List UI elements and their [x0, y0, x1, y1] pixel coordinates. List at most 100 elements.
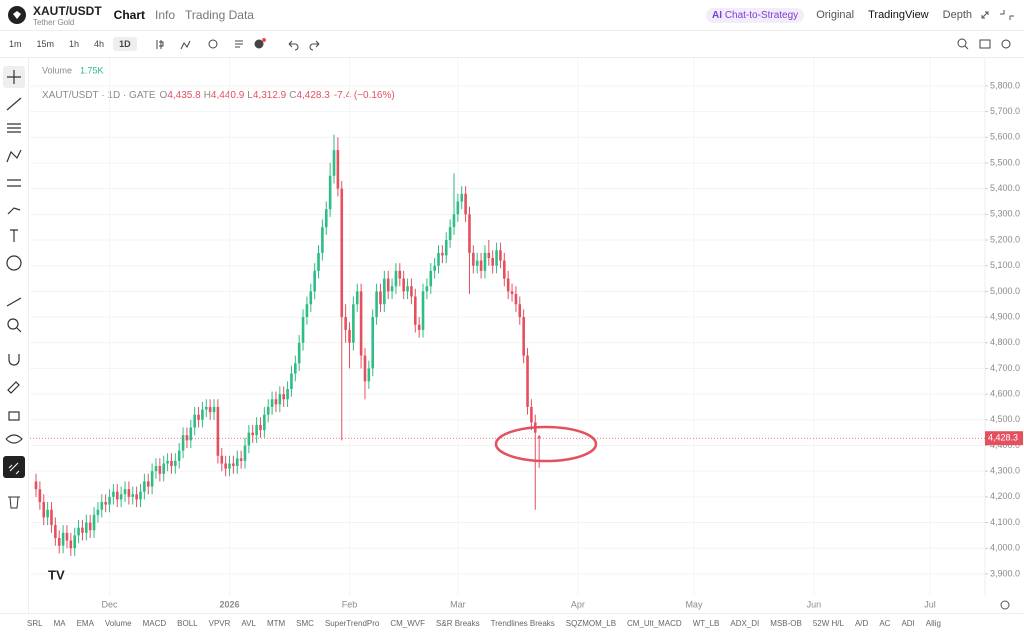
candle-body	[143, 481, 146, 492]
view-option[interactable]: TradingView	[868, 9, 929, 21]
indicator[interactable]: CM_WVF	[390, 618, 426, 628]
candle-body	[162, 463, 166, 474]
indicator[interactable]: CM_Ult_MACD	[627, 618, 682, 628]
candle-body	[131, 494, 135, 497]
chat-button[interactable]: AI Chat-to-Strategy	[706, 7, 805, 23]
candles	[30, 58, 985, 596]
view-switch: Original TradingView Depth	[816, 9, 972, 21]
y-tick-label: 5,200.0	[990, 234, 1020, 244]
indicator[interactable]: MA	[53, 618, 66, 628]
legend-h-value: 4,440.9	[211, 90, 245, 101]
candle-body	[154, 466, 158, 472]
candle-body	[290, 373, 293, 389]
candle-body	[313, 270, 316, 292]
indicator[interactable]: WT_LB	[692, 618, 720, 628]
indicator[interactable]: Trendlines Breaks	[490, 618, 555, 628]
y-tick-label: 4,600.0	[990, 388, 1020, 398]
indicator[interactable]: Allig	[925, 618, 941, 628]
tabs: Chart Info Trading Data	[114, 8, 264, 22]
indicator[interactable]: EMA	[76, 618, 94, 628]
tab[interactable]: Chart	[113, 8, 146, 22]
y-tick-label: 4,100.0	[990, 517, 1020, 527]
ai-badge: AI	[712, 9, 723, 21]
volume-label: Volume	[42, 65, 72, 75]
candle-body	[42, 501, 46, 518]
y-tick-label: 5,400.0	[990, 183, 1020, 193]
candle-body	[328, 175, 332, 210]
candle-body	[139, 491, 142, 500]
interval[interactable]: 1m	[9, 39, 22, 49]
symbol-name: Tether Gold	[33, 17, 75, 27]
candle-body	[255, 424, 258, 436]
indicator[interactable]: MACD	[142, 618, 167, 628]
candle-body	[433, 265, 436, 271]
indicator[interactable]: A/D	[854, 618, 869, 628]
indicator[interactable]: ADX_DI	[730, 618, 760, 628]
candle-body	[61, 532, 65, 546]
candle-body	[468, 214, 471, 253]
settings-icon[interactable]	[1000, 600, 1010, 610]
candle-body	[263, 414, 266, 431]
window-icons	[981, 10, 1014, 20]
y-tick-label: 4,300.0	[990, 466, 1020, 476]
candle-body	[100, 501, 104, 510]
candle-body	[514, 293, 518, 305]
indicator[interactable]: AVL	[241, 618, 256, 628]
logo	[8, 6, 26, 24]
interval[interactable]: 1D	[113, 37, 137, 51]
candle-body	[503, 260, 506, 279]
y-tick-label: 3,900.0	[990, 568, 1020, 578]
candle-body	[390, 286, 394, 292]
tab[interactable]: Info	[155, 8, 176, 22]
candle-body	[475, 260, 479, 266]
indicator[interactable]: MSB-OB	[770, 618, 802, 628]
toolbar: 1m 15m 1h 4h 1D	[0, 31, 1024, 58]
interval[interactable]: 1h	[69, 39, 80, 49]
x-tick-label: May	[685, 599, 703, 609]
candle-body	[379, 291, 382, 305]
indicator[interactable]: Volume	[104, 618, 132, 628]
candle-body	[464, 193, 467, 215]
indicator[interactable]: ADI	[901, 618, 915, 628]
symbol[interactable]: XAUT/USDT	[33, 3, 102, 18]
candle-body	[38, 489, 42, 502]
candle-body	[150, 471, 154, 487]
indicator[interactable]: VPVR	[208, 618, 231, 628]
candle-body	[174, 460, 177, 467]
view-option[interactable]: Depth	[942, 9, 972, 21]
y-tick-label: 4,800.0	[990, 337, 1020, 347]
indicator[interactable]: 52W H/L	[812, 618, 844, 628]
candle-body	[73, 535, 77, 549]
candle-body	[57, 537, 61, 546]
indicator[interactable]: MTM	[266, 618, 286, 628]
candle-body	[491, 257, 494, 266]
highlight-circle	[494, 425, 598, 463]
candle-body	[286, 388, 289, 400]
legend: XAUT/USDT · 1D · GATE O4,435.8 H4,440.9 L4,…	[42, 90, 395, 101]
interval[interactable]: 4h	[94, 39, 105, 49]
candle-body	[301, 317, 305, 343]
intervals: 1m 15m 1h 4h 1D	[0, 37, 137, 51]
tab[interactable]: Trading Data	[185, 8, 254, 22]
candle-body	[460, 193, 464, 202]
indicator[interactable]: SRL	[27, 618, 43, 628]
indicator[interactable]: AC	[879, 618, 891, 628]
candle-body	[294, 363, 297, 374]
view-option[interactable]: Original	[816, 9, 855, 21]
candle-body	[526, 355, 529, 407]
interval[interactable]: 15m	[36, 39, 55, 49]
x-tick-label: Jun	[807, 599, 822, 609]
indicator-bar: SRL MA EMA Volume MACD BOLL VPVR AVL MTM SMC Super…	[0, 613, 1024, 632]
indicator[interactable]: SuperTrendPro	[324, 618, 380, 628]
indicator[interactable]: SMC	[296, 618, 314, 628]
volume-value: 1.75K	[80, 65, 104, 75]
indicator[interactable]: SQZMOM_LB	[565, 618, 617, 628]
candle-body	[344, 317, 347, 330]
toolbar-right-icons	[957, 38, 1011, 50]
indicator[interactable]: S&R Breaks	[436, 618, 480, 628]
candle-body	[235, 458, 239, 467]
candle-body	[410, 286, 413, 297]
indicator[interactable]: BOLL	[177, 618, 198, 628]
candle-body	[135, 494, 138, 500]
candle-body	[506, 278, 510, 292]
